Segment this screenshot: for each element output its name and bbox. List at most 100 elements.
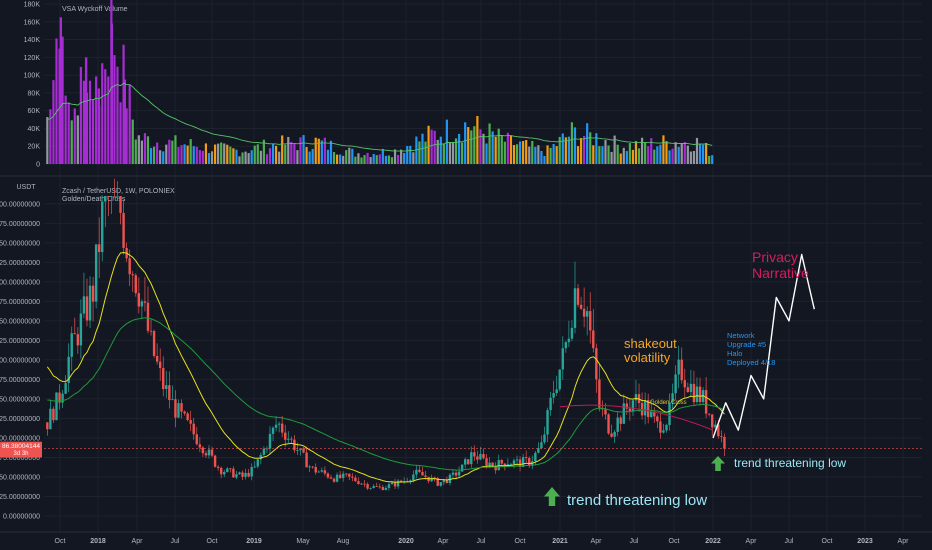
price-tick-label: 225.00000000	[0, 338, 40, 345]
volume-bar	[156, 142, 159, 164]
candle-body	[488, 462, 491, 466]
candle-body	[262, 448, 266, 455]
volume-bar	[662, 135, 665, 164]
network-upgrade-line3: Halo	[727, 349, 742, 358]
volume-bar	[711, 155, 714, 164]
volume-bar	[210, 151, 214, 164]
candle-body	[622, 403, 625, 424]
volume-bar	[525, 139, 528, 164]
candle-body	[436, 478, 439, 486]
candle-body	[183, 411, 186, 414]
volume-bar	[339, 154, 342, 164]
volume-bar	[104, 69, 107, 164]
volume-bar	[583, 135, 586, 164]
candle-body	[91, 285, 95, 302]
volume-bar	[393, 149, 397, 164]
candle-body	[61, 393, 64, 403]
candle-body	[226, 468, 229, 472]
candle-body	[204, 453, 208, 456]
volume-bar	[250, 150, 253, 164]
volume-bar	[314, 137, 317, 164]
volume-bar	[698, 143, 702, 164]
volume-bar	[253, 145, 256, 164]
candle-body	[656, 416, 659, 422]
candle-body	[192, 423, 195, 435]
volume-bar	[552, 144, 555, 164]
volume-bar	[308, 151, 311, 164]
price-unit-label: USDT	[16, 184, 36, 191]
volume-bar	[259, 150, 262, 164]
network-upgrade-line2: Upgrade #5	[727, 340, 766, 349]
volume-bar	[579, 138, 583, 164]
candle-body	[140, 301, 144, 307]
volume-bar	[354, 156, 357, 164]
candle-body	[268, 433, 272, 449]
volume-bar	[439, 136, 442, 164]
volume-bar	[601, 146, 604, 164]
x-tick-label: Apr	[438, 538, 450, 545]
candle-body	[491, 462, 494, 466]
candle-body	[323, 470, 327, 474]
volume-bar	[598, 146, 601, 164]
volume-bar	[247, 153, 250, 164]
volume-bar	[512, 145, 516, 164]
volume-bar	[201, 150, 204, 164]
volume-bar	[570, 122, 574, 164]
candle-body	[576, 288, 580, 305]
volume-bar	[454, 138, 458, 164]
volume-bar	[491, 131, 494, 164]
volume-bar	[186, 145, 189, 164]
volume-bar	[207, 153, 211, 164]
candle-body	[592, 330, 595, 349]
volume-bar	[396, 154, 400, 164]
volume-bar	[311, 148, 314, 164]
x-tick-label: May	[296, 538, 310, 545]
volume-bar	[320, 140, 323, 164]
candle-body	[619, 417, 622, 424]
candle-body	[375, 486, 378, 487]
candle-body	[271, 427, 275, 434]
volume-bar	[415, 136, 418, 164]
candle-body	[110, 196, 113, 197]
candle-body	[101, 201, 104, 253]
candle-body	[445, 479, 449, 483]
x-tick-label: Apr	[898, 538, 910, 545]
price-tick-label: 300.00000000	[0, 279, 40, 286]
candle-body	[473, 452, 476, 457]
volume-bar	[692, 150, 696, 164]
volume-bar	[531, 140, 534, 164]
volume-bar	[631, 149, 635, 164]
candle-body	[329, 477, 333, 479]
red-trend-line	[559, 404, 714, 431]
volume-bar	[244, 151, 247, 164]
candle-body	[320, 470, 324, 472]
volume-bar	[616, 144, 619, 164]
volume-bar	[238, 156, 241, 164]
candle-body	[216, 466, 220, 468]
candle-body	[250, 467, 253, 477]
volume-bar	[375, 155, 378, 164]
bar-countdown: 3d 3h	[13, 451, 28, 457]
volume-bar	[345, 150, 348, 164]
candle-body	[470, 452, 473, 465]
candle-body	[317, 471, 320, 473]
candle-body	[119, 196, 122, 213]
candle-body	[695, 386, 699, 403]
candle-body	[628, 408, 632, 412]
last-price-tag	[0, 441, 42, 458]
candle-body	[607, 414, 610, 434]
candle-body	[415, 469, 418, 475]
candle-body	[189, 420, 192, 424]
candle-body	[174, 399, 177, 418]
candle-body	[186, 413, 189, 421]
volume-bar	[58, 48, 61, 165]
volume-bar	[659, 144, 662, 164]
trend-threatening-low-left: trend threatening low	[567, 492, 707, 509]
candle-body	[418, 469, 421, 472]
candle-body	[238, 472, 241, 475]
fast-moving-average	[46, 251, 725, 483]
shakeout-line2: volatility	[624, 350, 671, 365]
candle-body	[430, 477, 433, 482]
volume-bar	[653, 149, 656, 164]
volume-bar	[323, 137, 326, 164]
